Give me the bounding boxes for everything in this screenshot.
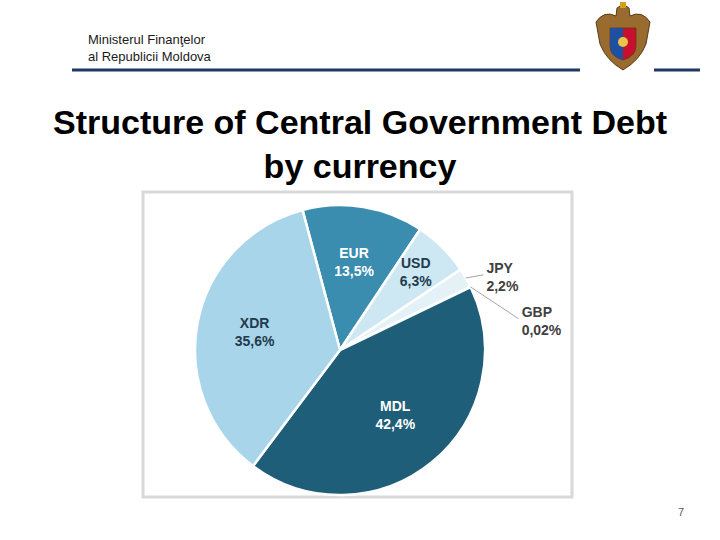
slice-category: XDR xyxy=(240,315,270,331)
leader-line xyxy=(466,275,484,278)
org-name: Ministerul Finanţelor xyxy=(88,32,205,47)
slice-value-label: 0,02% xyxy=(522,322,562,338)
eagle xyxy=(596,4,650,70)
slice-value-label: 35,6% xyxy=(235,333,275,349)
shield-emblem xyxy=(618,37,628,47)
slice-category: USD xyxy=(401,255,431,271)
slice-category: EUR xyxy=(339,245,369,261)
header-rule-right xyxy=(654,69,700,72)
slice-value-label: 42,4% xyxy=(375,416,415,432)
pie-labels: EUR 13,5% USD 6,3% JPY 2,2%GBP 0,02% MDL 42,4% XD… xyxy=(235,245,562,432)
slice-category: MDL xyxy=(380,398,411,414)
slide: EUR 13,5% USD 6,3% JPY 2,2%GBP 0,02% MDL 42,4% XD… xyxy=(0,0,720,540)
chart-frame xyxy=(143,192,572,497)
slice-category: GBP xyxy=(522,304,552,320)
slice-category: JPY xyxy=(486,260,513,276)
canvas: EUR 13,5% USD 6,3% JPY 2,2%GBP 0,02% MDL 42,4% XD… xyxy=(0,0,720,540)
org-name: al Republicii Moldova xyxy=(88,49,211,64)
page-number: 7 xyxy=(664,506,684,518)
slice-value-label: 13,5% xyxy=(334,263,374,279)
chart-title: Structure of Central Government Debt by … xyxy=(40,100,680,188)
leader-line xyxy=(471,287,519,319)
coat-of-arms xyxy=(596,2,650,70)
cross xyxy=(620,2,626,8)
shield xyxy=(610,28,636,60)
slice-value-label: 6,3% xyxy=(400,273,432,289)
header-rule xyxy=(72,69,580,72)
pie-slice xyxy=(195,210,340,466)
pie xyxy=(195,205,485,495)
slice-value-label: 2,2% xyxy=(486,278,518,294)
